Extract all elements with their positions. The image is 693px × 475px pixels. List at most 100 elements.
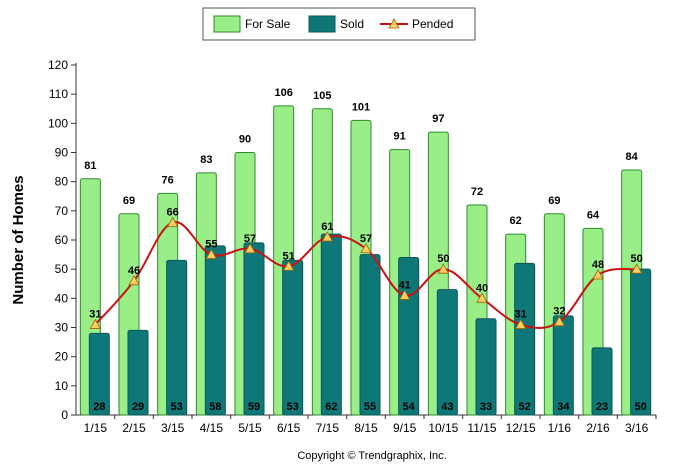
x-tick-label: 1/15 bbox=[84, 421, 108, 435]
data-label-pended: 41 bbox=[399, 279, 411, 291]
data-label-for-sale: 69 bbox=[123, 195, 135, 207]
data-label-pended: 31 bbox=[515, 309, 527, 321]
legend-label-pended: Pended bbox=[412, 17, 453, 31]
marker-pended bbox=[514, 318, 527, 329]
marker-pended bbox=[244, 242, 256, 254]
y-tick-label: 60 bbox=[55, 233, 69, 247]
y-tick-label: 0 bbox=[61, 408, 68, 422]
bar-sold bbox=[630, 268, 652, 416]
x-tick-label: 2/16 bbox=[586, 421, 610, 435]
data-label-pended: 50 bbox=[631, 253, 643, 265]
marker-pended bbox=[282, 260, 295, 271]
bar-sold bbox=[282, 259, 304, 416]
y-tick-label: 10 bbox=[55, 379, 69, 393]
data-label-sold: 29 bbox=[132, 401, 144, 413]
marker-pended bbox=[205, 248, 218, 259]
data-label-sold: 50 bbox=[635, 401, 647, 413]
x-tick-label: 5/15 bbox=[238, 421, 262, 435]
y-axis-title: Number of Homes bbox=[10, 175, 27, 304]
marker-pended bbox=[476, 292, 488, 303]
data-label-pended: 46 bbox=[128, 265, 140, 277]
bar-sold bbox=[591, 347, 613, 416]
data-label-pended: 50 bbox=[437, 253, 449, 265]
bar-sold bbox=[436, 289, 458, 416]
bar-sold bbox=[204, 245, 226, 416]
data-label-sold: 59 bbox=[248, 401, 260, 413]
bar-sold bbox=[88, 332, 110, 416]
y-tick-label: 20 bbox=[55, 350, 69, 364]
bar-sold bbox=[166, 259, 188, 416]
marker-pended bbox=[630, 263, 643, 274]
bar-sold bbox=[359, 254, 381, 416]
data-label-pended: 57 bbox=[244, 233, 256, 245]
data-label-pended: 66 bbox=[167, 207, 179, 219]
marker-pended bbox=[321, 231, 334, 242]
legend-swatch-sold bbox=[308, 15, 336, 33]
data-label-for-sale: 84 bbox=[626, 151, 639, 163]
bar-sold bbox=[514, 262, 536, 416]
data-label-pended: 55 bbox=[205, 239, 217, 251]
legend-box bbox=[202, 7, 476, 41]
data-label-for-sale: 105 bbox=[313, 90, 331, 102]
data-label-for-sale: 69 bbox=[548, 195, 560, 207]
legend-swatch-for-sale bbox=[213, 15, 241, 33]
data-label-sold: 28 bbox=[93, 401, 105, 413]
bar-sold bbox=[127, 329, 149, 416]
x-tick-label: 6/15 bbox=[277, 421, 301, 435]
y-tick-label: 70 bbox=[55, 204, 69, 218]
marker-pended bbox=[166, 216, 179, 227]
data-label-sold: 58 bbox=[209, 401, 221, 413]
data-label-for-sale: 106 bbox=[274, 87, 292, 99]
legend: For Sale Sold Pended bbox=[202, 7, 476, 41]
x-tick-label: 2/15 bbox=[122, 421, 146, 435]
data-label-sold: 62 bbox=[325, 401, 337, 413]
plot-area: 0 10 20 30 40 50 60 70 80 90 100 110 120 1/15 2/15 3/15… bbox=[48, 58, 657, 435]
bar-sold bbox=[475, 318, 497, 416]
x-tick-label: 9/15 bbox=[393, 421, 417, 435]
x-tick-label: 8/15 bbox=[354, 421, 378, 435]
marker-pended bbox=[592, 269, 604, 280]
marker-pended bbox=[360, 242, 372, 254]
data-label-for-sale: 97 bbox=[432, 113, 444, 125]
data-label-pended: 31 bbox=[89, 309, 101, 321]
data-label-for-sale: 91 bbox=[394, 131, 406, 143]
data-label-pended: 61 bbox=[321, 221, 333, 233]
x-tick-label: 3/16 bbox=[625, 421, 649, 435]
data-label-for-sale: 64 bbox=[587, 209, 600, 221]
y-tick-label: 40 bbox=[55, 291, 69, 305]
legend-marker-pended bbox=[388, 18, 400, 29]
marker-pended bbox=[553, 315, 566, 327]
copyright: Copyright © Trendgraphix, Inc. bbox=[297, 450, 446, 462]
x-tick-label: 10/15 bbox=[428, 421, 458, 435]
data-label-sold: 54 bbox=[403, 401, 416, 413]
marker-pended bbox=[89, 318, 102, 329]
legend-label-for-sale: For Sale bbox=[245, 17, 291, 31]
marker-pended bbox=[437, 263, 450, 274]
x-tick-label: 7/15 bbox=[316, 421, 340, 435]
legend-label-sold: Sold bbox=[340, 17, 364, 31]
data-label-for-sale: 62 bbox=[510, 215, 522, 227]
y-tick-label: 120 bbox=[48, 58, 68, 72]
y-tick-label: 100 bbox=[48, 116, 68, 130]
bar-sold bbox=[552, 315, 574, 416]
data-label-sold: 33 bbox=[480, 401, 492, 413]
x-tick-label: 11/15 bbox=[467, 421, 496, 435]
data-label-for-sale: 81 bbox=[84, 160, 96, 172]
y-tick-label: 90 bbox=[55, 146, 69, 160]
bar-sold bbox=[243, 242, 265, 416]
data-label-sold: 52 bbox=[519, 401, 531, 413]
data-label-sold: 53 bbox=[287, 401, 299, 413]
data-label-sold: 34 bbox=[557, 401, 570, 413]
x-tick-label: 1/16 bbox=[548, 421, 572, 435]
data-label-for-sale: 72 bbox=[471, 186, 483, 198]
y-tick-label: 50 bbox=[55, 262, 69, 276]
data-label-for-sale: 76 bbox=[162, 174, 174, 186]
data-label-for-sale: 90 bbox=[239, 134, 251, 146]
x-tick-label: 12/15 bbox=[506, 421, 536, 435]
x-tick-label: 4/15 bbox=[200, 421, 224, 435]
bar-sold bbox=[320, 233, 342, 416]
data-label-sold: 55 bbox=[364, 401, 376, 413]
marker-pended bbox=[398, 289, 411, 300]
